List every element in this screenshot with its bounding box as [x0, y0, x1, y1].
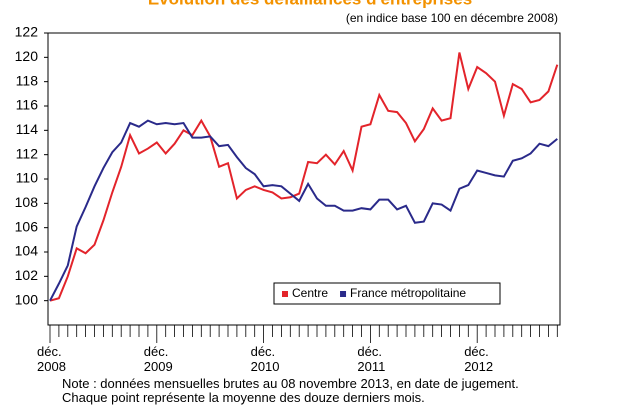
legend-swatch — [340, 291, 347, 297]
y-tick-label: 120 — [15, 48, 39, 64]
y-tick-label: 122 — [15, 24, 39, 40]
y-tick-label: 102 — [15, 267, 39, 283]
x-tick-label: déc. 2011 — [357, 344, 386, 374]
legend-box — [273, 282, 501, 305]
x-tick-label: déc. 2010 — [250, 344, 280, 374]
y-tick-label: 114 — [16, 121, 39, 137]
line-series — [49, 119, 558, 302]
note: Note : données mensuelles brutes au 08 n… — [62, 376, 519, 391]
chart-subtitle: (en indice base 100 en décembre 2008) — [346, 11, 558, 25]
legend-label: Centre — [292, 286, 328, 300]
y-tick-label: 110 — [16, 170, 39, 186]
x-tick-label: déc. 2008 — [37, 344, 66, 374]
chart-title: Évolution des défaillances d'entreprises — [148, 0, 472, 8]
note: Chaque point représente la moyenne des d… — [62, 390, 425, 405]
line-series — [49, 52, 559, 302]
y-tick-label: 106 — [15, 218, 39, 234]
y-tick-label: 100 — [15, 291, 39, 307]
x-tick-label: déc. 2009 — [143, 344, 173, 374]
y-tick-label: 112 — [16, 145, 39, 161]
legend-label: France métropolitaine — [350, 286, 466, 300]
legend-swatch — [282, 291, 288, 297]
y-tick-label: 108 — [15, 194, 39, 210]
y-tick-label: 104 — [15, 243, 39, 259]
x-tick-label: déc. 2012 — [464, 344, 494, 374]
y-tick-label: 118 — [16, 72, 39, 88]
y-tick-label: 116 — [16, 97, 39, 113]
